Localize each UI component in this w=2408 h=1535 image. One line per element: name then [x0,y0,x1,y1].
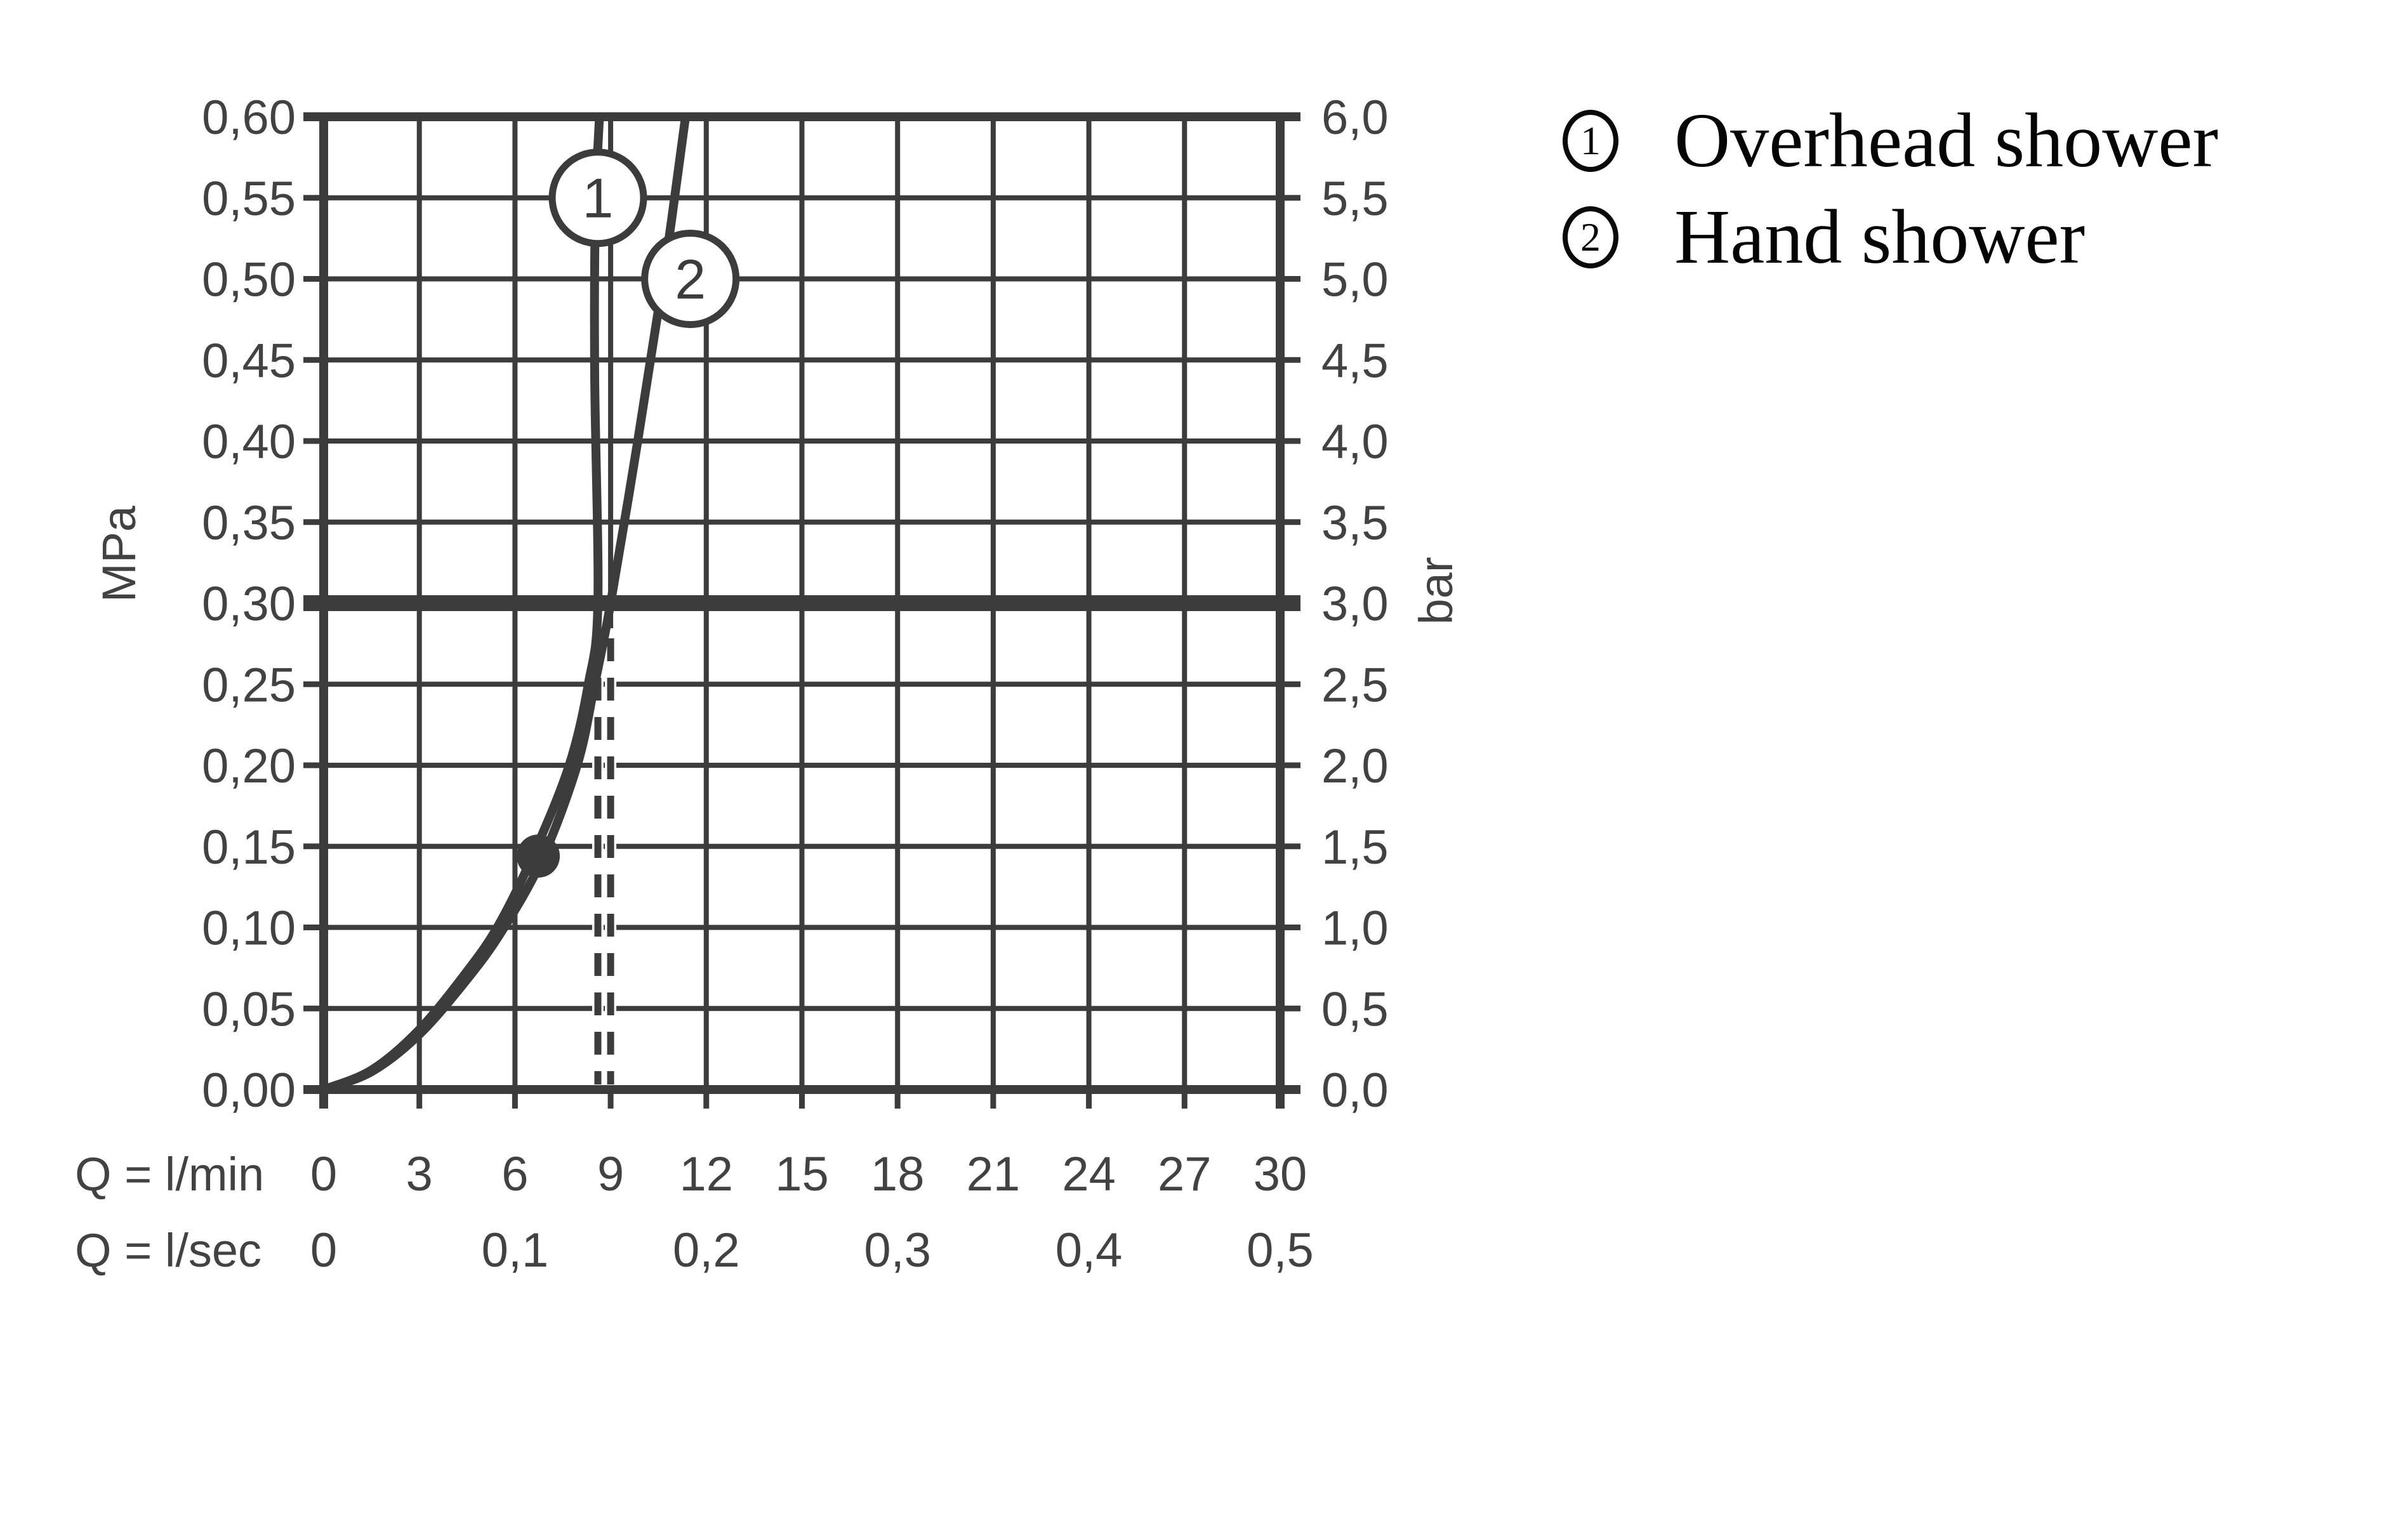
y-axis-left-labels: 0,00 0,05 0,10 0,15 0,20 0,25 0,30 0,35 0,40 0,45… [202,91,296,1117]
svg-text:0,4: 0,4 [1055,1223,1123,1277]
svg-text:21: 21 [967,1147,1021,1201]
svg-text:0,2: 0,2 [673,1223,740,1277]
svg-text:6,0: 6,0 [1321,91,1389,145]
svg-text:0,0: 0,0 [1321,1064,1389,1117]
svg-text:0: 0 [310,1223,337,1277]
svg-text:24: 24 [1062,1147,1116,1201]
svg-text:0,5: 0,5 [1321,982,1389,1036]
svg-text:0,35: 0,35 [202,496,296,550]
svg-text:0,1: 0,1 [482,1223,549,1277]
x-axis-lsec-labels: 0 0,1 0,2 0,3 0,4 0,5 [310,1223,1314,1277]
svg-text:0,55: 0,55 [202,172,296,226]
legend-label-hand-shower: Hand shower [1674,194,2086,280]
svg-text:0,05: 0,05 [202,982,296,1036]
svg-text:0,3: 0,3 [864,1223,931,1277]
svg-text:0,50: 0,50 [202,253,296,307]
svg-text:2,0: 2,0 [1321,739,1389,793]
legend-item-hand-shower: 2 Hand shower [1563,197,2218,278]
svg-text:12: 12 [680,1147,734,1201]
svg-text:1,5: 1,5 [1321,820,1389,874]
legend: 1 Overhead shower 2 Hand shower [1563,100,2218,278]
y-axis-left-unit: MPa [93,505,145,602]
svg-text:0,40: 0,40 [202,415,296,469]
x-axis-name-lmin: Q = l/min [75,1148,264,1201]
svg-text:3,0: 3,0 [1321,577,1389,631]
curve-hand-shower [319,112,691,1094]
dashed-flow-markers [592,628,617,1086]
grid-lines [324,117,1280,1090]
svg-text:27: 27 [1158,1147,1212,1201]
svg-text:0,20: 0,20 [202,739,296,793]
svg-text:3,5: 3,5 [1321,496,1389,550]
svg-text:2,5: 2,5 [1321,658,1389,712]
svg-text:0,60: 0,60 [202,91,296,145]
svg-text:4,5: 4,5 [1321,334,1389,388]
svg-text:15: 15 [775,1147,829,1201]
curve-label-1: 1 [548,148,647,247]
svg-text:4,0: 4,0 [1321,415,1389,469]
curve-label-2: 2 [641,230,740,328]
svg-text:0,15: 0,15 [202,820,296,874]
legend-label-overhead-shower: Overhead shower [1674,98,2219,183]
legend-marker-2-icon: 2 [1563,206,1618,268]
svg-text:0,10: 0,10 [202,902,296,956]
svg-text:2: 2 [675,247,706,310]
svg-text:0,45: 0,45 [202,334,296,388]
svg-text:0,5: 0,5 [1247,1223,1314,1277]
axis-name-labels: Q = l/min Q = l/sec MPa bar [75,505,1462,1277]
svg-text:0,00: 0,00 [202,1064,296,1117]
axes-frame [303,112,1300,1109]
svg-text:0: 0 [310,1147,337,1201]
x-axis-lmin-labels: 0 3 6 9 12 15 18 21 24 27 30 [310,1147,1307,1201]
x-axis-name-lsec: Q = l/sec [75,1224,261,1277]
legend-marker-2-number: 2 [1580,214,1601,260]
svg-text:18: 18 [871,1147,925,1201]
curve-tangent-dot [517,834,560,878]
svg-text:9: 9 [597,1147,624,1201]
legend-item-overhead-shower: 1 Overhead shower [1563,100,2218,181]
svg-text:1: 1 [583,167,614,230]
svg-text:1,0: 1,0 [1321,902,1389,956]
svg-text:5,5: 5,5 [1321,172,1389,226]
svg-text:0,30: 0,30 [202,577,296,631]
svg-text:6: 6 [501,1147,528,1201]
svg-text:3: 3 [406,1147,433,1201]
legend-marker-1-number: 1 [1580,118,1601,163]
y-axis-right-labels: 0,0 0,5 1,0 1,5 2,0 2,5 3,0 3,5 4,0 4,5 5,0 5,5 6,0 [1321,91,1389,1117]
svg-text:5,0: 5,0 [1321,253,1389,307]
svg-text:30: 30 [1254,1147,1307,1201]
svg-text:0,25: 0,25 [202,658,296,712]
legend-marker-1-icon: 1 [1563,110,1618,172]
y-axis-right-unit: bar [1410,557,1462,625]
